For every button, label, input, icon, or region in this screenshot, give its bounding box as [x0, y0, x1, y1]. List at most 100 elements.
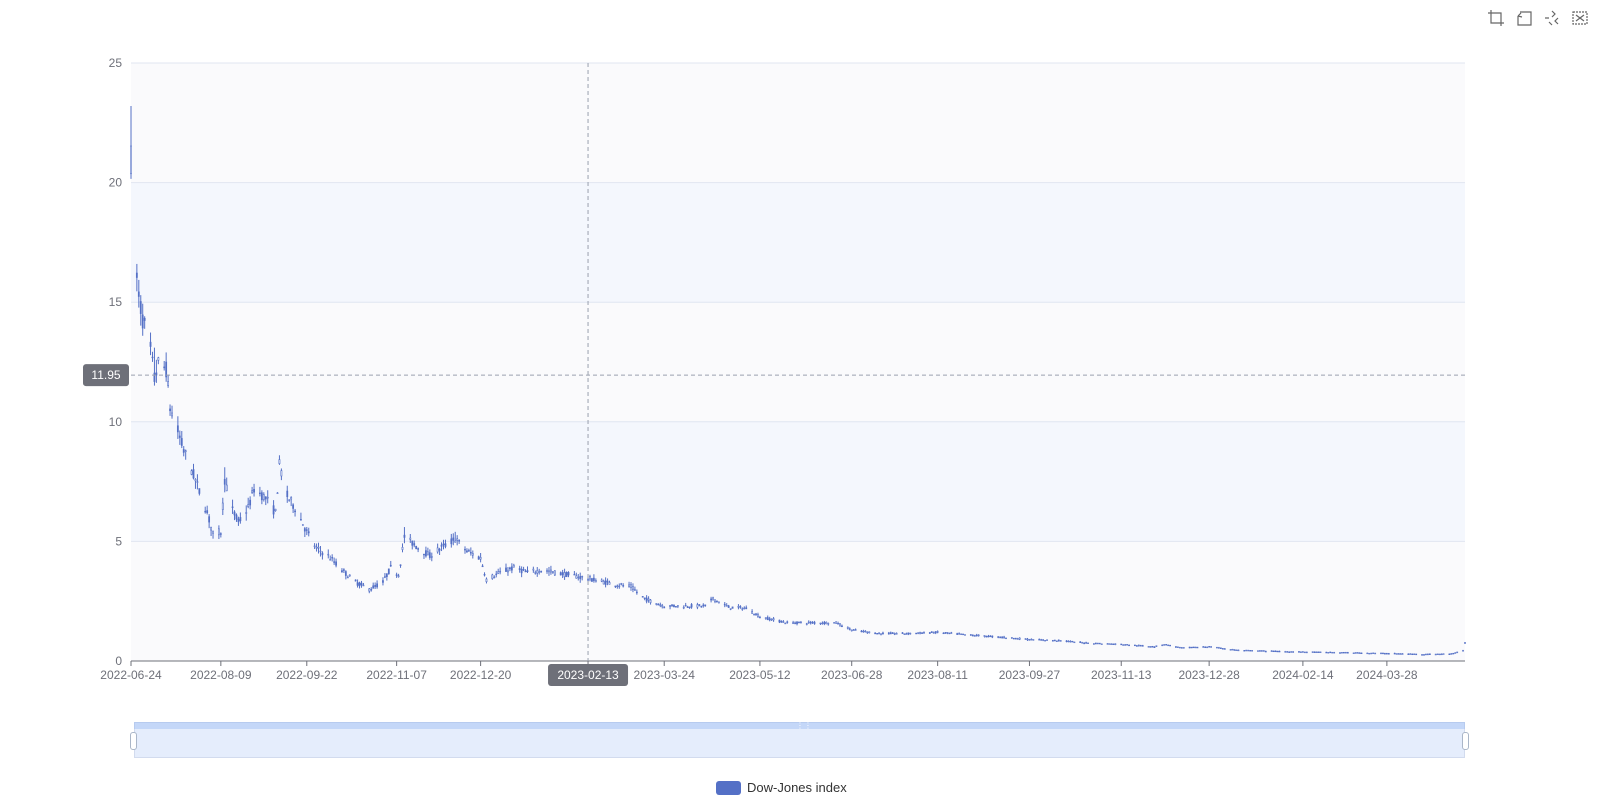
candle-body: [1370, 652, 1373, 655]
candle-body: [1065, 640, 1068, 642]
candle-body: [305, 529, 308, 531]
candle-body: [483, 574, 486, 576]
crop-zoom-icon[interactable]: [1486, 8, 1506, 28]
candle-body: [469, 551, 472, 554]
data-zoom-handle-right[interactable]: [1462, 732, 1469, 750]
candle-body: [1178, 646, 1181, 649]
candle-body: [196, 481, 199, 483]
candle-body: [991, 635, 994, 638]
candle-body: [1229, 649, 1232, 651]
candle-body: [1044, 639, 1046, 642]
candle-body: [219, 533, 222, 535]
data-zoom-track[interactable]: [134, 722, 1465, 758]
x-tick-label: 2022-08-09: [190, 668, 252, 682]
candle-body: [714, 599, 716, 602]
candle-body: [628, 584, 630, 587]
candle-body: [1292, 651, 1295, 653]
candle-body: [755, 613, 757, 615]
candle-body: [909, 632, 912, 635]
candle-body: [971, 634, 974, 637]
candle-body: [522, 568, 525, 571]
candle-body: [786, 621, 789, 623]
y-tick-label: 15: [109, 295, 123, 309]
candle-body: [1014, 637, 1017, 640]
candle-body: [546, 570, 548, 572]
candle-body: [854, 629, 857, 631]
candle-body: [1301, 651, 1304, 653]
legend[interactable]: Dow-Jones index: [716, 780, 847, 795]
candle-body: [798, 621, 800, 624]
grid-band: [131, 182, 1465, 303]
data-zoom-move-bar[interactable]: [134, 722, 1465, 729]
candle-body: [1325, 651, 1328, 654]
candle-body: [581, 575, 584, 578]
candle-body: [368, 588, 371, 592]
candle-body: [1218, 647, 1220, 649]
candle-body: [768, 618, 771, 621]
save-image-icon[interactable]: [1570, 8, 1590, 28]
restore-icon[interactable]: [1542, 8, 1562, 28]
candle-body: [464, 548, 466, 551]
candle-body: [1106, 643, 1109, 645]
y-tick-label: 5: [115, 534, 122, 548]
candle-body: [1032, 639, 1035, 641]
candle-body: [934, 631, 937, 634]
candle-body: [1026, 638, 1029, 641]
candle-body: [510, 566, 513, 571]
candle-body: [190, 470, 193, 475]
candle-body: [1380, 652, 1382, 655]
candle-body: [710, 598, 712, 601]
candle-body: [274, 508, 277, 512]
candle-body: [151, 356, 154, 359]
candle-body: [356, 582, 359, 586]
candle-body: [493, 576, 496, 579]
candle-body: [948, 632, 951, 635]
candle-body: [622, 585, 625, 587]
candle-body: [372, 585, 375, 589]
candle-body: [753, 613, 755, 616]
candle-body: [936, 631, 939, 633]
x-tick-label: 2023-08-11: [907, 668, 968, 682]
candle-body: [135, 272, 138, 278]
grid-band: [131, 421, 1465, 542]
candle-body: [1354, 652, 1357, 654]
candle-body: [563, 572, 566, 578]
candle-body: [1413, 653, 1416, 656]
candle-body: [358, 582, 361, 587]
candle-body: [1290, 651, 1293, 653]
candle-body: [1343, 651, 1345, 654]
candle-body: [1153, 646, 1156, 648]
candle-body: [182, 449, 185, 453]
candle-body: [987, 635, 990, 638]
grid-band: [131, 63, 1465, 183]
candle-body: [1360, 652, 1363, 654]
candle-body: [1055, 640, 1058, 642]
candle-body: [676, 605, 679, 607]
data-zoom-slider[interactable]: ⋮⋮: [130, 722, 1469, 758]
candle-body: [675, 606, 677, 608]
candle-body: [331, 557, 334, 559]
candle-body: [1221, 648, 1224, 650]
data-zoom-handle-left[interactable]: [130, 732, 137, 750]
candle-body: [245, 512, 248, 514]
grid-band: [131, 302, 1465, 422]
candle-body: [415, 545, 418, 550]
candle-body: [1374, 652, 1377, 655]
candle-body: [551, 571, 554, 573]
candle-body: [1384, 653, 1386, 655]
candle-body: [1194, 646, 1197, 649]
candle-body: [712, 597, 714, 600]
candle-body: [618, 585, 621, 588]
candle-body: [620, 583, 623, 585]
candle-body: [1298, 651, 1300, 653]
candle-body: [1448, 653, 1451, 656]
zoom-back-icon[interactable]: [1514, 8, 1534, 28]
candle-body: [573, 573, 576, 576]
candle-body: [413, 543, 416, 546]
candle-body: [1315, 651, 1318, 654]
candle-body: [729, 608, 732, 610]
candle-body: [575, 575, 578, 579]
candle-body: [592, 577, 595, 581]
candle-body: [180, 438, 183, 446]
candle-body: [1128, 644, 1130, 647]
